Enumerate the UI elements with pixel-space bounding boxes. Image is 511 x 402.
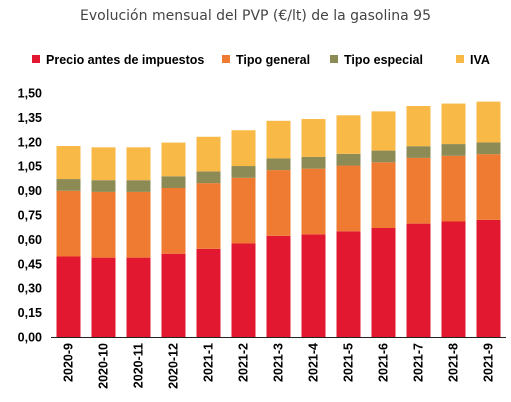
bar-segment bbox=[301, 168, 326, 235]
bar-segment bbox=[161, 253, 186, 337]
bar-segment bbox=[406, 157, 431, 224]
bar-segment bbox=[56, 146, 81, 180]
bar-segment bbox=[371, 228, 396, 337]
y-tick-label: 0,00 bbox=[18, 331, 42, 345]
bar-segment bbox=[231, 130, 256, 167]
x-tick-label: 2020-10 bbox=[97, 343, 111, 389]
y-tick-label: 1,05 bbox=[18, 160, 42, 174]
x-tick-label: 2021-4 bbox=[307, 343, 321, 382]
y-tick-label: 0,75 bbox=[18, 209, 42, 223]
bar-segment bbox=[161, 142, 186, 177]
bar-segment bbox=[161, 176, 186, 188]
legend-label-2: Tipo general bbox=[236, 53, 310, 67]
bar-segment bbox=[231, 243, 256, 337]
bar-segment bbox=[336, 231, 361, 337]
bar-segment bbox=[336, 115, 361, 154]
bar-segment bbox=[371, 111, 396, 151]
bar-segment bbox=[56, 190, 81, 257]
bar-segment bbox=[231, 177, 256, 244]
legend-label-3: Tipo especial bbox=[344, 53, 423, 67]
bar-segment bbox=[126, 191, 151, 258]
bar-segment bbox=[56, 179, 81, 191]
bar-segment bbox=[126, 147, 151, 181]
bar-segment bbox=[196, 183, 221, 249]
legend-label-4: IVA bbox=[470, 53, 490, 67]
bar-segment bbox=[126, 257, 151, 337]
x-tick-label: 2021-8 bbox=[447, 343, 461, 382]
bar-segment bbox=[126, 180, 151, 192]
bar-segment bbox=[476, 142, 501, 155]
bar-segment bbox=[91, 147, 116, 181]
bar-segment bbox=[336, 153, 361, 166]
bar-segment bbox=[406, 146, 431, 158]
legend-swatch-4 bbox=[456, 55, 464, 63]
bar-segment bbox=[406, 223, 431, 337]
x-tick-label: 2021-3 bbox=[272, 343, 286, 382]
bar-segment bbox=[371, 150, 396, 163]
y-tick-label: 0,90 bbox=[18, 184, 42, 198]
bar-segment bbox=[441, 144, 466, 156]
x-tick-label: 2020-12 bbox=[167, 343, 181, 389]
bar-segment bbox=[301, 156, 326, 169]
bar-segment bbox=[161, 187, 186, 254]
bar-segment bbox=[266, 120, 291, 159]
bar-segment bbox=[231, 166, 256, 178]
bar-segment bbox=[196, 248, 221, 337]
x-tick-label: 2020-9 bbox=[62, 343, 76, 382]
x-tick-label: 2021-1 bbox=[202, 343, 216, 382]
y-tick-label: 1,20 bbox=[18, 135, 42, 149]
bar-segment bbox=[56, 256, 81, 337]
x-tick-label: 2021-6 bbox=[377, 343, 391, 382]
bar-segment bbox=[371, 162, 396, 229]
legend-swatch-3 bbox=[330, 55, 338, 63]
bar-segment bbox=[441, 155, 466, 222]
bar-segment bbox=[91, 191, 116, 258]
bar-segment bbox=[266, 170, 291, 236]
bar-segment bbox=[196, 136, 221, 172]
legend-label-1: Precio antes de impuestos bbox=[46, 53, 204, 67]
x-tick-label: 2021-2 bbox=[237, 343, 251, 382]
bar-segment bbox=[476, 154, 501, 220]
y-tick-label: 0,45 bbox=[18, 257, 42, 271]
y-tick-label: 0,30 bbox=[18, 282, 42, 296]
bar-segment bbox=[441, 221, 466, 337]
bar-segment bbox=[91, 180, 116, 192]
y-tick-label: 0,60 bbox=[18, 233, 42, 247]
bar-segment bbox=[266, 235, 291, 337]
bar-segment bbox=[91, 257, 116, 337]
bar-segment bbox=[196, 171, 221, 184]
y-tick-label: 1,35 bbox=[18, 111, 42, 125]
legend-swatch-1 bbox=[32, 55, 40, 63]
x-tick-label: 2021-5 bbox=[342, 343, 356, 382]
x-tick-label: 2020-11 bbox=[132, 343, 146, 388]
bar-segment bbox=[406, 106, 431, 147]
bar-segment bbox=[476, 219, 501, 337]
bar-segment bbox=[301, 119, 326, 157]
x-tick-label: 2021-7 bbox=[412, 343, 426, 382]
legend-swatch-2 bbox=[222, 55, 230, 63]
chart-title: Evolución mensual del PVP (€/lt) de la g… bbox=[80, 8, 431, 24]
y-tick-label: 1,50 bbox=[18, 87, 42, 101]
bar-segment bbox=[476, 101, 501, 143]
bar-segment bbox=[301, 234, 326, 337]
bar-segment bbox=[266, 158, 291, 171]
y-tick-label: 0,15 bbox=[18, 306, 42, 320]
bar-segment bbox=[441, 103, 466, 145]
bar-segment bbox=[336, 165, 361, 232]
x-tick-label: 2021-9 bbox=[482, 343, 496, 382]
